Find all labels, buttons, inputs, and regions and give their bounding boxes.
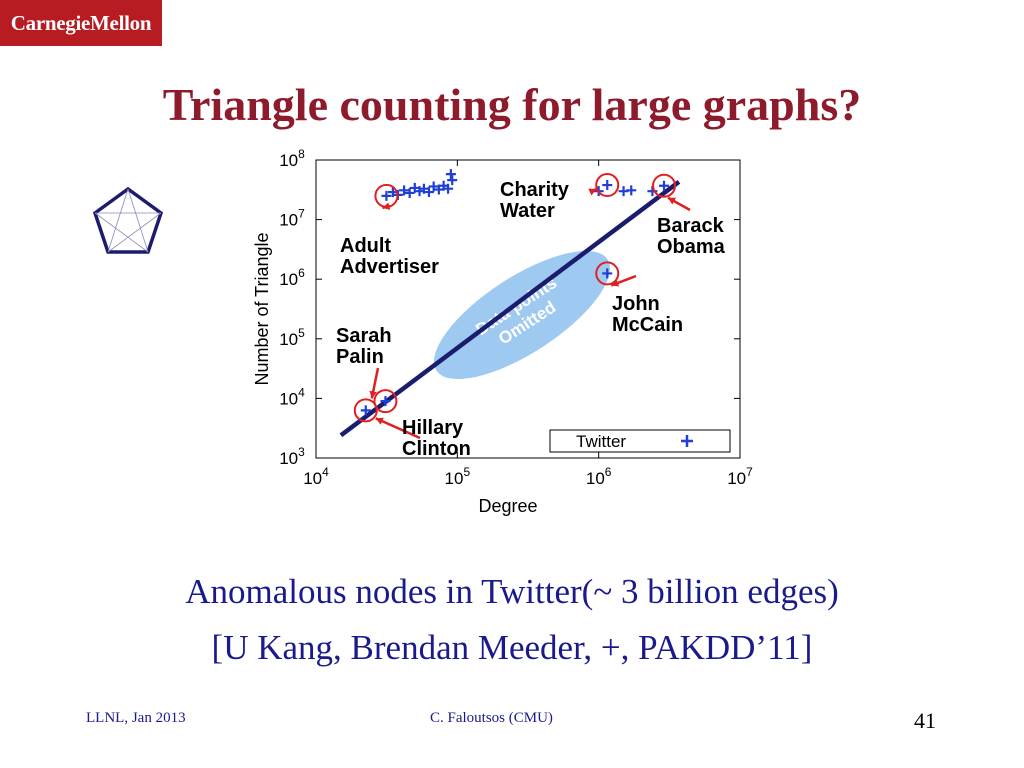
cmu-logo: CarnegieMellon (0, 0, 162, 46)
annotation-arrowhead (668, 197, 677, 205)
annotation-label: Sarah Palin (336, 325, 392, 368)
legend-marker (681, 435, 693, 447)
data-point (399, 185, 410, 196)
slide-title: Triangle counting for large graphs? (162, 79, 862, 130)
footer-date: LLNL, Jan 2013 (86, 710, 186, 726)
annotation-arrowhead (588, 188, 597, 196)
data-point (418, 183, 429, 194)
data-point (447, 175, 458, 186)
y-tick-label: 104 (279, 385, 305, 408)
annotation-label: Adult Advertiser (340, 235, 439, 278)
anomaly-circle (595, 261, 620, 286)
data-point (602, 180, 613, 191)
triangle-degree-scatter-chart: Data points Omitted 10410510610710310410… (252, 147, 753, 516)
y-tick-label: 106 (279, 266, 305, 289)
y-tick-label: 107 (279, 207, 305, 230)
annotation-arrow (375, 417, 421, 440)
y-tick-label: 103 (279, 445, 305, 468)
annotation-arrowhead (611, 279, 620, 287)
annotation-arrowhead (382, 202, 391, 210)
omitted-data-ellipse (433, 250, 611, 380)
ellipse-label: Data points Omitted (433, 250, 611, 380)
annotation-arrowhead (375, 417, 384, 425)
x-tick-label: 107 (727, 465, 753, 488)
anomaly-circle (652, 173, 677, 198)
footer-author: C. Faloutsos (CMU) (430, 710, 553, 726)
annotation-label: Charity Water (500, 179, 570, 222)
data-point (602, 268, 613, 279)
caption-line-1: Anomalous nodes in Twitter(~ 3 billion e… (185, 572, 839, 611)
data-point (443, 183, 454, 194)
fit-line (339, 180, 681, 438)
y-tick-label: 108 (279, 147, 305, 170)
data-point (423, 187, 434, 198)
data-point (380, 396, 391, 407)
x-tick-label: 105 (445, 465, 471, 488)
y-tick-label: 105 (279, 326, 305, 349)
annotation-label: Hillary Clinton (402, 417, 471, 460)
plot-frame (315, 159, 741, 459)
data-point (404, 187, 415, 198)
x-axis-label: Degree (478, 496, 537, 516)
x-tick-label: 106 (586, 465, 612, 488)
data-point (360, 405, 371, 416)
anomaly-circle (353, 398, 378, 423)
data-point (445, 169, 456, 180)
data-point (381, 190, 392, 201)
legend-label: Twitter (576, 432, 626, 451)
anomaly-circle (595, 173, 620, 198)
pentagon-graph-icon (92, 186, 164, 254)
anomaly-circle (373, 389, 398, 414)
annotation-arrowhead (369, 390, 377, 399)
page-number: 41 (914, 708, 936, 733)
annotation-label: Barack Obama (657, 215, 726, 258)
data-point (428, 181, 439, 192)
data-point (659, 180, 670, 191)
x-tick-label: 104 (303, 465, 329, 488)
caption-line-2: [U Kang, Brendan Meeder, +, PAKDD’11] (211, 628, 813, 667)
legend-box (549, 429, 731, 453)
annotation-label: John McCain (612, 293, 683, 336)
y-axis-label: Number of Triangle (252, 232, 272, 385)
data-point (626, 185, 637, 196)
